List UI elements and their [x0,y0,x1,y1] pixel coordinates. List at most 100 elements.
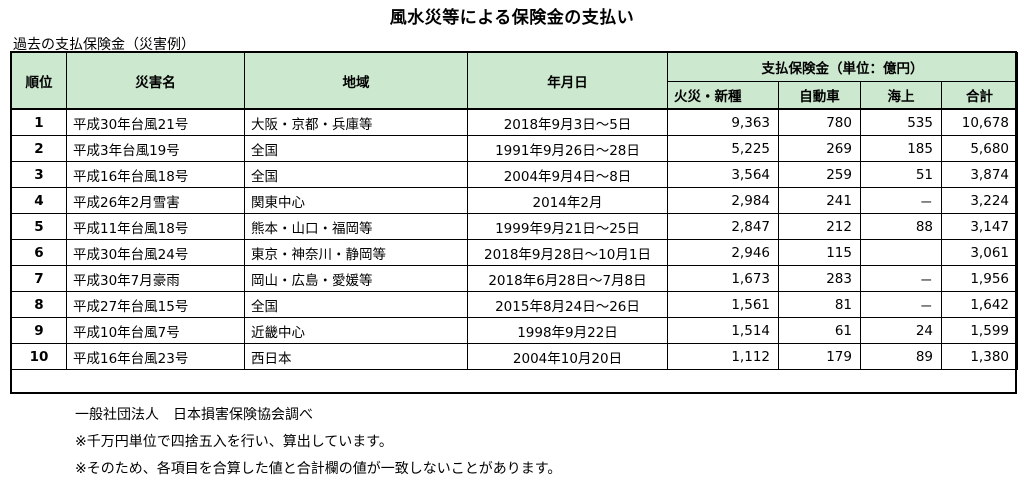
cell-marine: － [860,265,942,292]
cell-region: 熊本・山口・福岡等 [244,213,468,240]
header-payment-group: 支払保険金（単位：億円） [667,52,1018,82]
cell-auto: 241 [778,187,861,214]
header-rank: 順位 [11,52,67,110]
cell-fire: 2,946 [667,239,779,266]
table-row: 10 平成16年台風23号 西日本 2004年10月20日 1,112 179 89 1,38… [11,343,1018,370]
cell-disaster-name: 平成26年2月雪害 [66,187,245,214]
cell-marine: 185 [860,135,942,162]
cell-auto: 61 [778,317,861,344]
cell-rank: 10 [11,343,67,370]
cell-rank: 7 [11,265,67,292]
cell-region: 大阪・京都・兵庫等 [244,108,468,136]
cell-total: 3,874 [941,161,1018,188]
cell-disaster-name: 平成3年台風19号 [66,135,245,162]
cell-rank: 8 [11,291,67,318]
cell-region: 東京・神奈川・静岡等 [244,239,468,266]
cell-total: 1,956 [941,265,1018,292]
note-mismatch: ※そのため、各項目を合算した値と合計欄の値が一致しないことがあります。 [75,461,562,477]
table-row: 7 平成30年7月豪雨 岡山・広島・愛媛等 2018年6月28日～7月8日 1,673 2… [11,265,1018,292]
cell-total: 1,380 [941,343,1018,370]
table-row: 2 平成3年台風19号 全国 1991年9月26日～28日 5,225 269 185 5,6… [11,135,1018,162]
cell-disaster-name: 平成30年台風21号 [66,108,245,136]
cell-fire: 2,847 [667,213,779,240]
cell-total: 3,147 [941,213,1018,240]
cell-marine: － [860,291,942,318]
cell-region: 関東中心 [244,187,468,214]
cell-disaster-name: 平成16年台風23号 [66,343,245,370]
cell-total: 3,224 [941,187,1018,214]
cell-marine: 89 [860,343,942,370]
cell-marine: 51 [860,161,942,188]
table-row: 9 平成10年台風7号 近畿中心 1998年9月22日 1,514 61 24 1,599 [11,317,1018,344]
cell-disaster-name: 平成30年7月豪雨 [66,265,245,292]
cell-fire: 9,363 [667,108,779,136]
cell-rank: 2 [11,135,67,162]
cell-auto: 259 [778,161,861,188]
insurance-payment-table: 順位 災害名 地域 年月日 支払保険金（単位：億円） 火災・新種 自動車 海上 … [11,52,1018,370]
cell-date: 2004年9月4日～8日 [467,161,668,188]
cell-auto: 115 [778,239,861,266]
cell-auto: 212 [778,213,861,240]
cell-marine: 24 [860,317,942,344]
footnotes: 一般社団法人 日本損害保険協会調べ ※千万円単位で四捨五入を行い、算出しています… [75,402,561,483]
cell-total: 3,061 [941,239,1018,266]
header-fire: 火災・新種 [667,81,779,110]
cell-region: 全国 [244,291,468,318]
cell-marine [860,239,942,266]
table-body: 1 平成30年台風21号 大阪・京都・兵庫等 2018年9月3日～5日 9,363 780… [11,108,1018,370]
cell-date: 2004年10月20日 [467,343,668,370]
cell-auto: 269 [778,135,861,162]
cell-disaster-name: 平成27年台風15号 [66,291,245,318]
table-caption: 過去の支払保険金（災害例） [13,37,195,53]
cell-rank: 4 [11,187,67,214]
note-rounding: ※千万円単位で四捨五入を行い、算出しています。 [75,434,393,450]
table-row: 5 平成11年台風18号 熊本・山口・福岡等 1999年9月21日～25日 2,847 2… [11,213,1018,240]
table-row: 6 平成30年台風24号 東京・神奈川・静岡等 2018年9月28日～10月1日 2,9… [11,239,1018,266]
cell-disaster-name: 平成10年台風7号 [66,317,245,344]
cell-total: 1,599 [941,317,1018,344]
cell-date: 2018年9月3日～5日 [467,108,668,136]
cell-fire: 1,561 [667,291,779,318]
cell-fire: 1,112 [667,343,779,370]
header-region: 地域 [244,52,468,110]
cell-marine: 88 [860,213,942,240]
cell-total: 1,642 [941,291,1018,318]
table-row: 3 平成16年台風18号 全国 2004年9月4日～8日 3,564 259 51 3,874 [11,161,1018,188]
cell-marine: 535 [860,108,942,136]
cell-date: 1998年9月22日 [467,317,668,344]
cell-rank: 9 [11,317,67,344]
cell-auto: 283 [778,265,861,292]
cell-fire: 1,673 [667,265,779,292]
cell-fire: 1,514 [667,317,779,344]
cell-region: 全国 [244,135,468,162]
cell-disaster-name: 平成11年台風18号 [66,213,245,240]
page-title: 風水災等による保険金の支払い [389,8,635,28]
cell-date: 2015年8月24日～26日 [467,291,668,318]
cell-fire: 2,984 [667,187,779,214]
cell-total: 10,678 [941,108,1018,136]
header-disaster-name: 災害名 [66,52,245,110]
cell-disaster-name: 平成30年台風24号 [66,239,245,266]
header-date: 年月日 [467,52,668,110]
table-row: 8 平成27年台風15号 全国 2015年8月24日～26日 1,561 81 － 1,642 [11,291,1018,318]
cell-rank: 1 [11,108,67,136]
cell-region: 西日本 [244,343,468,370]
cell-region: 岡山・広島・愛媛等 [244,265,468,292]
header-auto: 自動車 [778,81,861,110]
cell-fire: 5,225 [667,135,779,162]
cell-region: 近畿中心 [244,317,468,344]
cell-auto: 780 [778,108,861,136]
cell-auto: 81 [778,291,861,318]
cell-date: 2018年6月28日～7月8日 [467,265,668,292]
cell-fire: 3,564 [667,161,779,188]
cell-rank: 6 [11,239,67,266]
table-row: 1 平成30年台風21号 大阪・京都・兵庫等 2018年9月3日～5日 9,363 780… [11,108,1018,136]
cell-date: 1999年9月21日～25日 [467,213,668,240]
cell-total: 5,680 [941,135,1018,162]
cell-auto: 179 [778,343,861,370]
cell-rank: 5 [11,213,67,240]
table-row: 4 平成26年2月雪害 関東中心 2014年2月 2,984 241 － 3,224 [11,187,1018,214]
header-total: 合計 [941,81,1018,110]
header-marine: 海上 [860,81,942,110]
cell-date: 2014年2月 [467,187,668,214]
